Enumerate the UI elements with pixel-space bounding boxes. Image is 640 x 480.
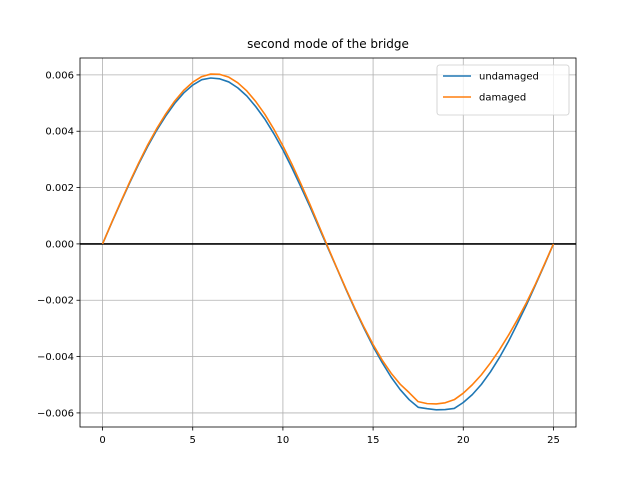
y-tick-label: 0.000: [45, 239, 74, 250]
ticks-layer: 0 5 10 15 20 25 −0.006 −0.004 −0.002 0.000 0.002 0.…: [37, 70, 560, 446]
legend-label-damaged: damaged: [479, 93, 526, 104]
chart-title: second mode of the bridge: [247, 37, 409, 51]
x-tick-label: 20: [457, 435, 470, 446]
y-tick-label: 0.006: [45, 70, 74, 81]
legend-box: [436, 64, 570, 116]
series-line-damaged: [101, 73, 555, 405]
axes-frame: [79, 57, 577, 428]
legend: undamaged damaged: [436, 64, 570, 116]
y-tick-label: 0.004: [45, 127, 74, 138]
y-tick-label: −0.004: [37, 352, 74, 363]
x-tick-label: 5: [190, 435, 196, 446]
y-tick-label: −0.002: [37, 296, 74, 307]
x-tick-label: 15: [367, 435, 380, 446]
y-tick-label: 0.002: [45, 183, 74, 194]
y-tick-label: −0.006: [37, 408, 74, 419]
series-layer: [101, 73, 555, 411]
x-tick-label: 0: [99, 435, 105, 446]
legend-label-undamaged: undamaged: [479, 72, 539, 83]
x-tick-label: 25: [547, 435, 560, 446]
x-tick-label: 10: [277, 435, 290, 446]
